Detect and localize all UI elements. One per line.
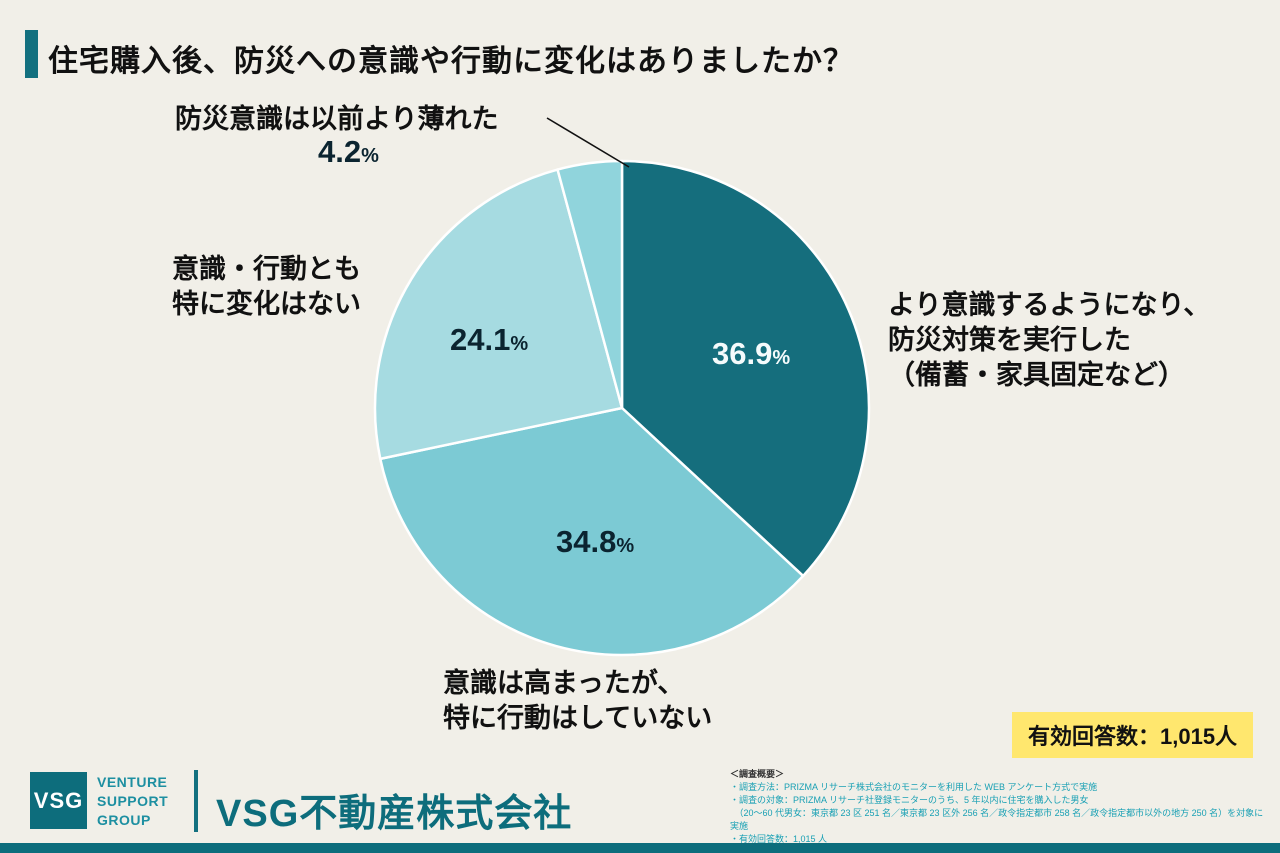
footer-divider <box>194 770 198 832</box>
pct-number: 34.8 <box>556 524 617 559</box>
pct-unit: % <box>361 145 379 167</box>
pct-number: 4.2 <box>318 134 362 169</box>
group-line: VENTURE <box>97 774 168 790</box>
title-accent-bar <box>25 30 38 78</box>
survey-overview: ＜調査概要＞ ・調査方法：PRIZMA リサーチ株式会社のモニターを利用した W… <box>730 768 1272 853</box>
slice-value-action-taken: 36.9% <box>712 336 790 372</box>
slice-label-action-taken: より意識するようになり、 防災対策を実行した （備蓄・家具固定など） <box>888 290 1211 391</box>
survey-line: ・調査の対象：PRIZMA リサーチ社登録モニターのうち、5 年以内に住宅を購入… <box>730 795 1089 806</box>
slice-value-no-change: 24.1% <box>450 322 528 358</box>
pie-slice-0 <box>620 159 871 578</box>
group-line: GROUP <box>97 811 151 828</box>
survey-line: （20～60 代男女：東京都 23 区 251 名／東京都 23 区外 256 … <box>730 808 1264 832</box>
slice-label-faded: 防災意識は以前より薄れた <box>175 104 499 134</box>
pct-unit: % <box>616 535 635 557</box>
company-name: VSG不動産株式会社 <box>216 793 573 835</box>
pct-unit: % <box>510 333 529 355</box>
group-line: SUPPORT <box>97 792 169 809</box>
slice-label-no-action: 意識は高まったが、 特に行動はしていない <box>443 668 713 734</box>
slice-label-no-change: 意識・行動とも 特に変化はない <box>172 254 361 320</box>
pie-slice-2 <box>373 168 624 461</box>
pct-number: 36.9 <box>712 336 773 371</box>
footer-bottom-strip <box>0 843 1280 853</box>
survey-line: ・調査方法：PRIZMA リサーチ株式会社のモニターを利用した WEB アンケー… <box>730 782 1098 793</box>
valid-responses-badge: 有効回答数：1,015人 <box>1012 712 1254 758</box>
slice-value-faded: 4.2% <box>318 134 379 170</box>
pct-number: 24.1 <box>450 322 511 357</box>
survey-heading: ＜調査概要＞ <box>730 769 785 779</box>
pct-unit: % <box>772 347 791 369</box>
pie-chart <box>373 159 871 657</box>
survey-line: ・有効回答数：1,015 人 <box>730 834 828 845</box>
slice-value-no-action: 34.8% <box>556 524 634 560</box>
venture-support-group-label: VENTURE SUPPORT GROUP <box>97 773 168 830</box>
vsg-logo: VSG <box>30 772 87 829</box>
pie-slice-1 <box>379 406 805 657</box>
page-title: 住宅購入後、防災への意識や行動に変化はありましたか？ <box>48 45 854 78</box>
